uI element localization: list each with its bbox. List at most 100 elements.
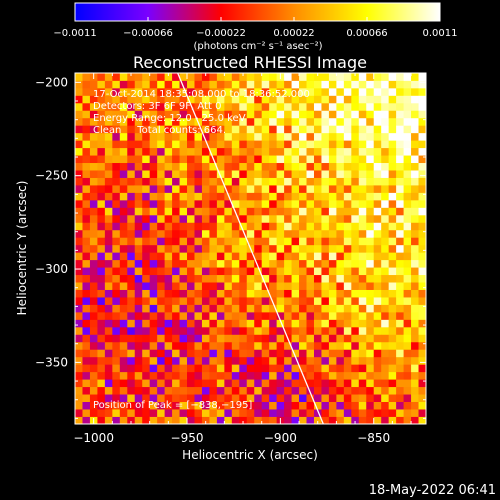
heatmap-cell [254, 110, 263, 119]
heatmap-cell [358, 274, 367, 283]
heatmap-cell [164, 326, 173, 335]
heatmap-cell [239, 379, 248, 388]
heatmap-cell [269, 364, 278, 373]
heatmap-cell [179, 110, 188, 119]
heatmap-cell [112, 259, 121, 268]
heatmap-cell [411, 80, 419, 89]
heatmap-cell [299, 311, 307, 320]
heatmap-cell [201, 334, 210, 343]
heatmap-cell [276, 274, 285, 283]
heatmap-cell [403, 394, 412, 402]
heatmap-cell [276, 147, 285, 156]
heatmap-cell [172, 274, 180, 283]
heatmap-cell [224, 274, 233, 283]
heatmap-cell [104, 229, 113, 238]
heatmap-cell [411, 311, 419, 320]
heatmap-cell [246, 274, 255, 283]
heatmap-cell [328, 244, 337, 253]
heatmap-cell [134, 110, 143, 119]
heatmap-cell [343, 140, 352, 149]
heatmap-cell [358, 356, 367, 365]
heatmap-cell [216, 364, 225, 373]
heatmap-cell [201, 252, 210, 261]
heatmap-cell [75, 192, 83, 201]
heatmap-cell [246, 237, 255, 246]
heatmap-cell [418, 379, 426, 388]
heatmap-cell [358, 311, 367, 320]
heatmap-cell [246, 140, 255, 149]
heatmap-cell [201, 326, 210, 335]
heatmap-cell [306, 102, 315, 111]
heatmap-cell [179, 244, 188, 253]
heatmap-cell [201, 297, 210, 305]
heatmap-cell [216, 110, 225, 119]
heatmap-cell [403, 140, 412, 149]
heatmap-cell [164, 311, 173, 320]
heatmap-cell [142, 192, 151, 201]
heatmap-cell [276, 289, 285, 298]
heatmap-cell [119, 192, 128, 201]
heatmap-cell [269, 297, 278, 305]
heatmap-cell [149, 304, 158, 313]
heatmap-cell [261, 244, 270, 253]
heatmap-cell [313, 252, 322, 261]
heatmap-cell [269, 125, 278, 134]
heatmap-cell [366, 334, 375, 343]
heatmap-cell [104, 177, 113, 186]
heatmap-cell [231, 274, 240, 283]
heatmap-cell [306, 207, 315, 216]
heatmap-cell [134, 311, 143, 320]
heatmap-cell [418, 252, 426, 261]
heatmap-cell [418, 162, 426, 171]
heatmap-cell [291, 364, 300, 373]
heatmap-cell [366, 110, 375, 119]
heatmap-cell [239, 371, 248, 380]
heatmap-cell [239, 252, 248, 261]
heatmap-cell [336, 95, 345, 104]
heatmap-cell [246, 73, 255, 81]
heatmap-cell [187, 409, 195, 417]
heatmap-cell [239, 185, 248, 193]
heatmap-cell [299, 304, 307, 313]
heatmap-cell [112, 117, 121, 126]
heatmap-cell [157, 140, 166, 149]
heatmap-cell [201, 289, 210, 298]
heatmap-cell [351, 401, 360, 410]
heatmap-cell [142, 110, 151, 119]
heatmap-cell [291, 117, 300, 126]
heatmap-cell [187, 259, 195, 268]
heatmap-cell [343, 229, 352, 238]
heatmap-cell [418, 289, 426, 298]
heatmap-cell [89, 132, 98, 141]
heatmap-cell [358, 185, 367, 193]
heatmap-cell [194, 147, 203, 156]
heatmap-cell [284, 117, 292, 126]
heatmap-cell [231, 214, 240, 223]
heatmap-cell [231, 237, 240, 246]
heatmap-cell [403, 207, 412, 216]
heatmap-cell [134, 214, 143, 223]
heatmap-cell [261, 199, 270, 208]
heatmap-cell [224, 252, 233, 261]
heatmap-cell [119, 73, 128, 81]
heatmap-cell [381, 289, 390, 298]
heatmap-cell [388, 87, 397, 96]
heatmap-cell [366, 282, 375, 290]
heatmap-cell [89, 177, 98, 186]
heatmap-cell [373, 297, 382, 305]
heatmap-cell [89, 117, 98, 126]
heatmap-cell [313, 117, 322, 126]
heatmap-cell [172, 334, 180, 343]
heatmap-cell [239, 207, 248, 216]
heatmap-cell [246, 386, 255, 395]
heatmap-cell [127, 267, 136, 276]
heatmap-cell [291, 125, 300, 134]
heatmap-cell [142, 364, 151, 373]
heatmap-cell [89, 379, 98, 388]
heatmap-cell [201, 185, 210, 193]
heatmap-cell [127, 214, 136, 223]
heatmap-cell [321, 87, 330, 96]
heatmap-cell [299, 267, 307, 276]
heatmap-cell [291, 214, 300, 223]
heatmap-cell [149, 140, 158, 149]
